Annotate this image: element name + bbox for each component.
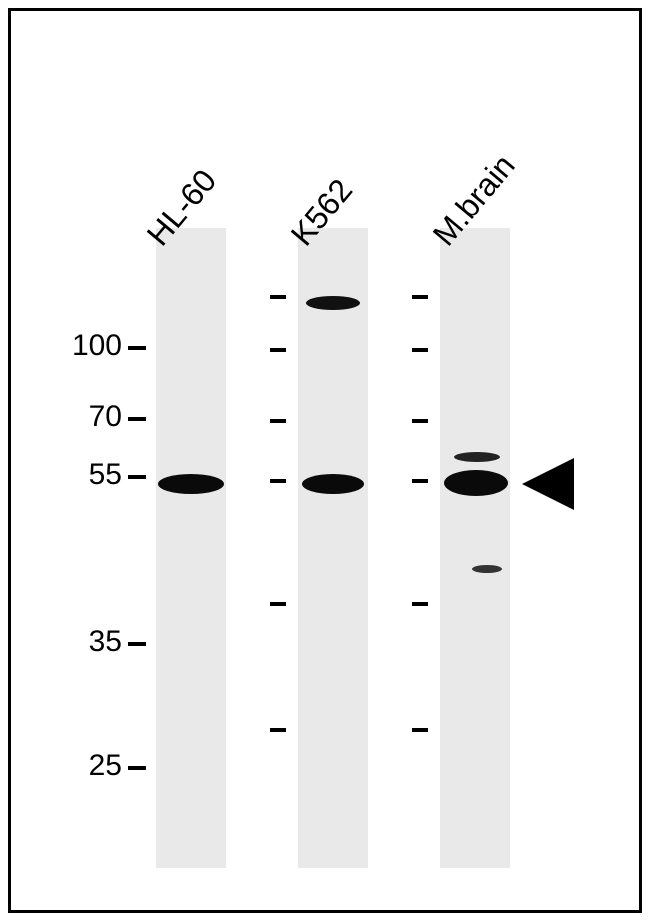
mw-tick	[128, 475, 146, 479]
lane	[156, 228, 226, 868]
blot-band	[302, 474, 364, 494]
lane-tick	[270, 295, 286, 299]
mw-label: 100	[72, 329, 122, 363]
mw-label: 70	[89, 400, 122, 434]
lane-tick	[270, 602, 286, 606]
lane	[440, 228, 510, 868]
lane-tick	[412, 728, 428, 732]
lane-tick	[270, 348, 286, 352]
lane	[298, 228, 368, 868]
lane-tick	[412, 419, 428, 423]
blot-band	[306, 296, 360, 310]
blot-band	[444, 470, 508, 496]
lane-tick	[412, 602, 428, 606]
blot-band	[158, 474, 224, 494]
lane-tick	[270, 728, 286, 732]
mw-tick	[128, 346, 146, 350]
lane-tick	[270, 479, 286, 483]
lane-tick	[412, 348, 428, 352]
mw-label: 25	[89, 749, 122, 783]
mw-tick	[128, 642, 146, 646]
mw-tick	[128, 766, 146, 770]
blot-band	[454, 452, 500, 462]
mw-label: 35	[89, 625, 122, 659]
lane-tick	[412, 479, 428, 483]
lane-tick	[270, 419, 286, 423]
mw-tick	[128, 417, 146, 421]
mw-label: 55	[89, 458, 122, 492]
lane-tick	[412, 295, 428, 299]
blot-band	[472, 565, 502, 573]
target-arrow-icon	[522, 458, 574, 510]
